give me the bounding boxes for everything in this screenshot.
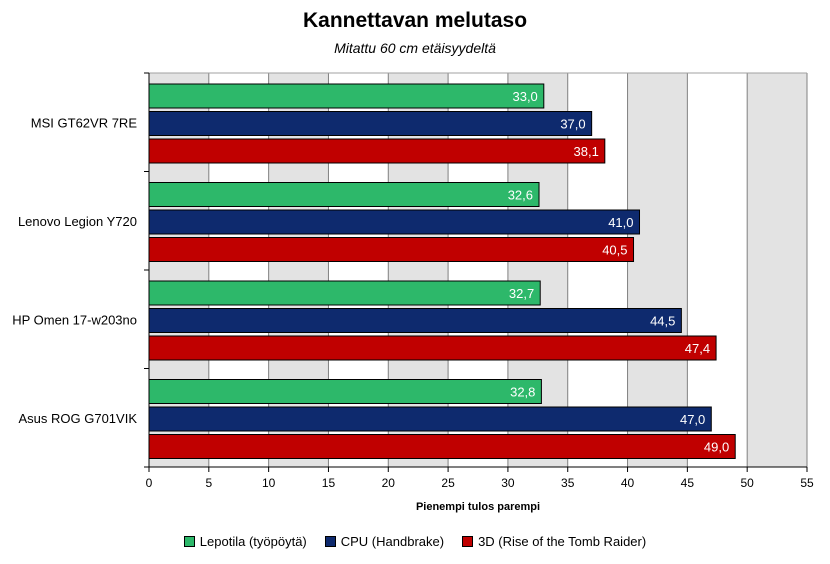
legend-label: Lepotila (työpöytä) bbox=[199, 534, 307, 549]
bar bbox=[148, 280, 541, 306]
bar bbox=[148, 111, 593, 136]
bar bbox=[148, 379, 542, 404]
bar-value-label: 32,8 bbox=[510, 385, 535, 400]
legend-swatch bbox=[324, 536, 336, 547]
category-label: HP Omen 17-w203no bbox=[12, 312, 137, 327]
x-tick-label: 55 bbox=[800, 476, 814, 490]
bar-value-label: 47,4 bbox=[685, 341, 710, 356]
x-tick-label: 45 bbox=[681, 476, 695, 490]
bar-value-label: 47,0 bbox=[680, 412, 705, 427]
legend-swatch bbox=[462, 536, 474, 547]
legend-item: CPU (Handbrake) bbox=[324, 534, 445, 549]
category-label: Lenovo Legion Y720 bbox=[18, 214, 137, 229]
bar-value-label: 32,7 bbox=[509, 286, 534, 301]
x-tick-label: 15 bbox=[322, 476, 336, 490]
legend-label: 3D (Rise of the Tomb Raider) bbox=[478, 534, 647, 549]
legend: Lepotila (työpöytä) CPU (Handbrake) 3D (Ri… bbox=[0, 534, 830, 549]
chart-title: Kannettavan melutaso bbox=[302, 9, 528, 32]
category-label: Asus ROG G701VIK bbox=[19, 411, 138, 426]
bar bbox=[148, 335, 717, 361]
x-tick-label: 50 bbox=[741, 476, 755, 490]
x-tick-label: 35 bbox=[561, 476, 575, 490]
category-label: MSI GT62VR 7RE bbox=[31, 115, 138, 130]
bar-value-label: 44,5 bbox=[650, 314, 675, 329]
bar-value-label: 33,0 bbox=[512, 89, 537, 104]
legend-item: Lepotila (työpöytä) bbox=[183, 534, 307, 549]
bar-value-label: 40,5 bbox=[602, 243, 627, 258]
bar bbox=[148, 237, 635, 262]
bar-value-label: 41,0 bbox=[608, 215, 633, 230]
legend-label: CPU (Handbrake) bbox=[340, 534, 445, 549]
bar bbox=[148, 434, 736, 459]
legend-swatch bbox=[183, 536, 195, 547]
x-tick-label: 5 bbox=[205, 476, 212, 490]
bar bbox=[148, 406, 712, 432]
x-tick-label: 0 bbox=[146, 476, 153, 490]
bar-value-label: 37,0 bbox=[560, 117, 585, 132]
x-tick-label: 40 bbox=[621, 476, 635, 490]
bar bbox=[148, 308, 682, 333]
bar-value-label: 32,6 bbox=[508, 188, 533, 203]
bar bbox=[148, 209, 641, 235]
bar-value-label: 38,1 bbox=[574, 144, 599, 159]
bar-chart: 33,0 37,0 38,1 32,6 41,0 40,5 32,7 44,5 47,4 32,8… bbox=[12, 72, 814, 513]
legend-item: 3D (Rise of the Tomb Raider) bbox=[462, 534, 646, 549]
x-tick-label: 20 bbox=[382, 476, 396, 490]
x-axis-title: Pienempi tulos parempi bbox=[416, 501, 540, 513]
bar bbox=[148, 138, 606, 164]
bar bbox=[148, 182, 540, 207]
x-tick-label: 25 bbox=[441, 476, 455, 490]
x-tick-label: 10 bbox=[262, 476, 276, 490]
bar-value-label: 49,0 bbox=[704, 440, 729, 455]
grid-band bbox=[687, 73, 748, 467]
grid-band bbox=[627, 73, 688, 467]
grid-band bbox=[747, 73, 807, 467]
x-tick-label: 30 bbox=[501, 476, 515, 490]
chart-subtitle: Mitattu 60 cm etäisyydeltä bbox=[334, 40, 496, 56]
bar bbox=[148, 83, 545, 109]
